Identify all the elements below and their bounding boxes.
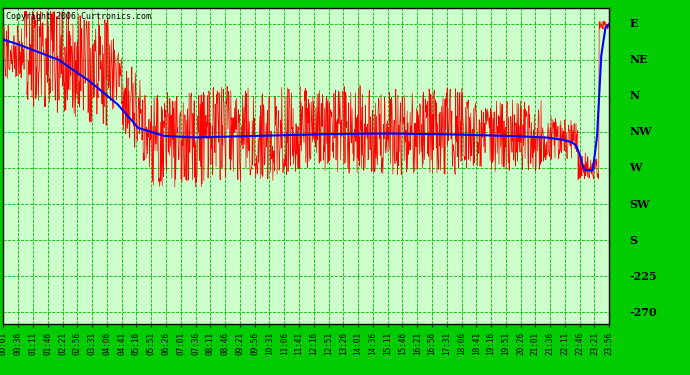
Text: Copyright 2006 Curtronics.com: Copyright 2006 Curtronics.com [6, 12, 152, 21]
Text: NW: NW [629, 126, 652, 137]
Text: NE: NE [629, 54, 648, 65]
Text: W: W [629, 162, 642, 174]
Text: SW: SW [629, 198, 650, 210]
Text: N: N [629, 90, 640, 101]
Text: -270: -270 [629, 307, 657, 318]
Text: S: S [629, 235, 638, 246]
Text: -225: -225 [629, 271, 657, 282]
Text: E: E [629, 18, 638, 29]
